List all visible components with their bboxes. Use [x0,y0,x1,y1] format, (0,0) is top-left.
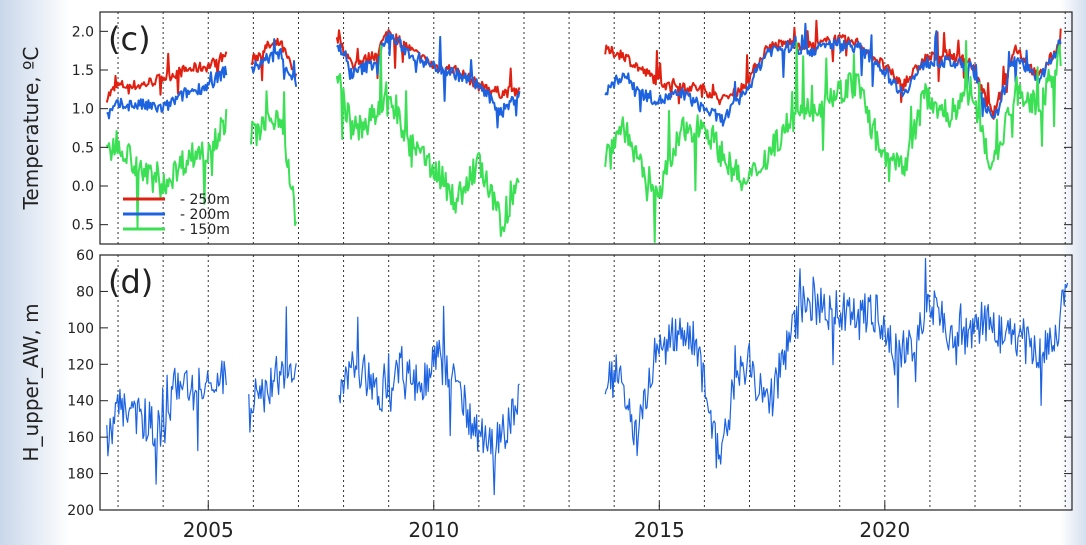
axes-frame-depth [99,254,1073,511]
legend-label-150m: - 150m [180,222,230,238]
panel-label: (c) [108,20,151,58]
y-tick-label: 120 [67,357,94,373]
x-tick-label: 2020 [859,518,910,542]
y-tick-label: 0.5 [72,218,94,234]
y-tick-label: 1.5 [72,63,94,79]
plot-area-depth [106,257,1069,496]
y-tick-label: 100 [67,321,94,337]
legend-label-250m: - 250m [180,192,230,208]
y-axis-label: H_upper_AW, m [19,303,43,461]
y-tick-label: 140 [67,394,94,410]
series-150m-segment-1 [105,109,228,229]
series-h-upper-aw-segment-2 [248,306,297,433]
axes-frame-temperature [99,11,1073,245]
panel-d: 60 80 100 120 140 160 180 200 H_upper_AW, m (d) 20… [19,248,1073,542]
panel-label: (d) [108,263,153,301]
series-200m-segment-2 [250,38,298,87]
y-tick-label: 200 [67,503,94,519]
y-tick-label: 180 [67,467,94,483]
series-200m-segment-4 [604,22,1062,127]
y-tick-label: 1.0 [72,102,94,118]
plot-area-temperature [105,19,1062,243]
year-gridlines [117,12,1066,510]
series-200m-segment-3 [336,31,521,129]
series-h-upper-aw-segment-4 [604,257,1069,469]
series-150m-segment-3 [335,44,520,237]
legend: - 250m- 200m- 150m [123,192,230,238]
x-tick-label: 2015 [634,518,685,542]
x-tick-label: 2010 [408,518,459,542]
y-tick-label: 0.0 [72,179,94,195]
y-axis-label: Temperature, ºC [19,47,43,211]
panel-c: 2.0 1.5 1.0 0.5 0.0 0.5 Temperature, ºC (c) - 25… [19,11,1073,245]
series-250m-segment-1 [105,51,228,103]
series-150m-segment-2 [250,90,298,226]
x-tick-label: 2005 [183,518,234,542]
series-h-upper-aw-segment-1 [106,360,227,485]
y-tick-label: 80 [76,284,94,300]
series-150m-segment-4 [604,40,1062,243]
legend-label-200m: - 200m [180,207,230,223]
y-tick-label: 160 [67,430,94,446]
y-tick-label: 0.5 [72,140,94,156]
series-200m-segment-1 [106,65,228,120]
y-tick-label: 60 [76,248,94,264]
series-h-upper-aw-segment-3 [338,305,520,496]
y-tick-label: 2.0 [72,24,94,40]
